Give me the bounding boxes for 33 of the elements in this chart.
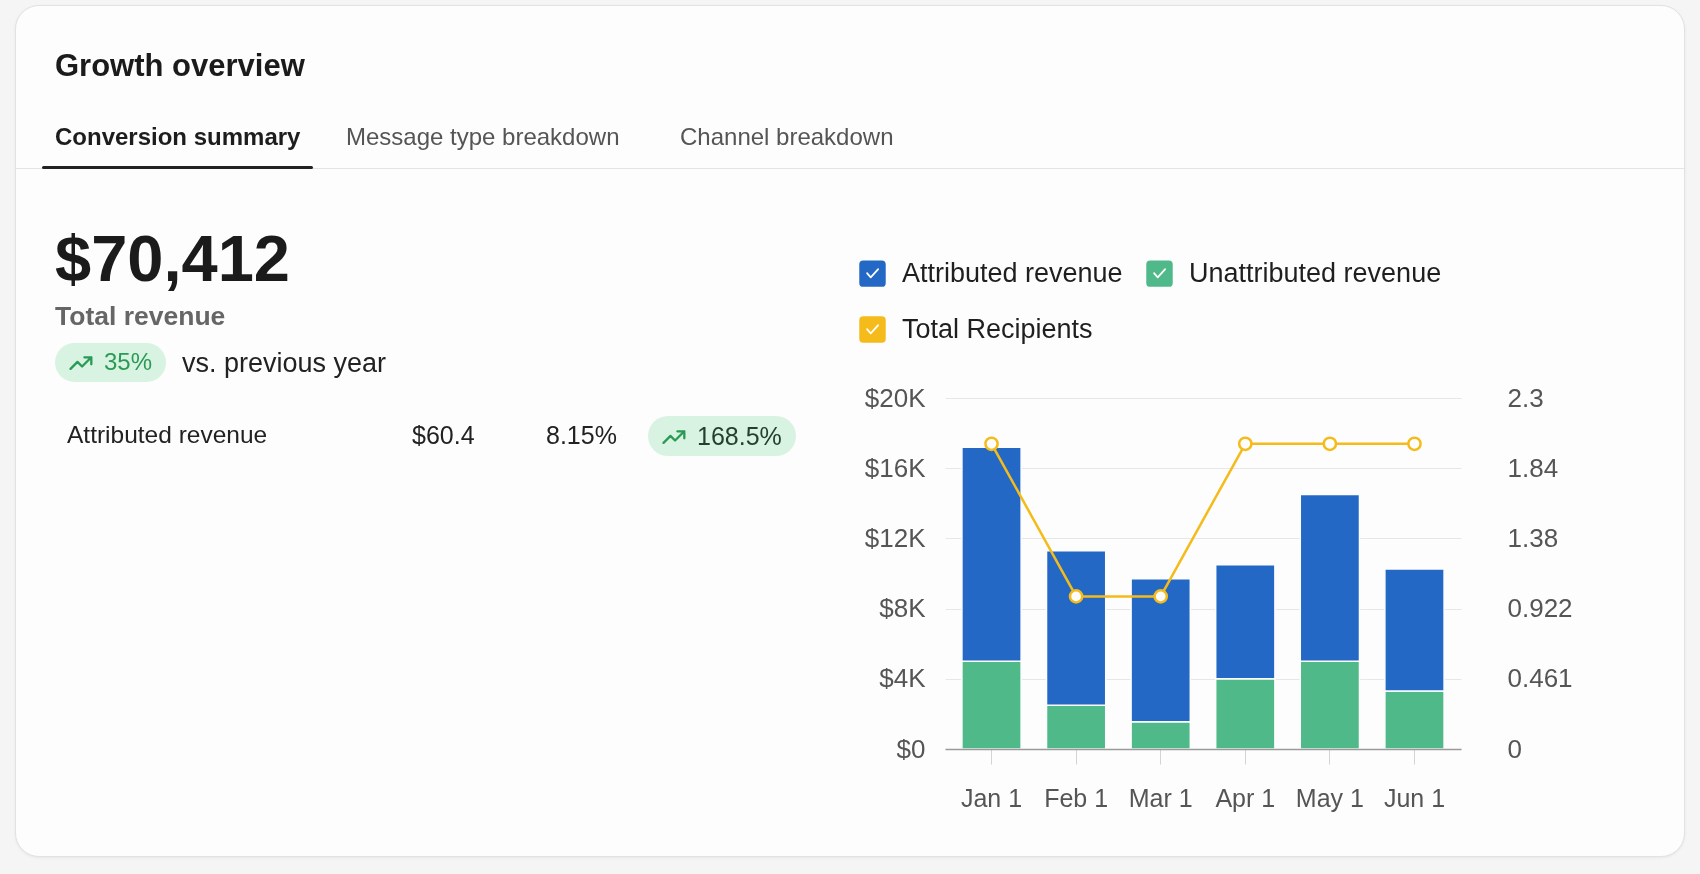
- y-tick-label: $0: [896, 733, 926, 764]
- x-tick-label: Jan 1: [960, 783, 1023, 812]
- y2-tick-label: 1.84: [1507, 452, 1559, 483]
- text: Attributed revenue: [67, 420, 268, 450]
- pill-badge: 35%: [55, 343, 167, 382]
- legend-label: Unattributed revenue: [1189, 257, 1442, 288]
- text: $60.4: [412, 420, 475, 450]
- y2-tick-label: 2.3: [1507, 382, 1544, 413]
- y2-tick-label: 0.461: [1507, 663, 1573, 694]
- text: Total revenue: [55, 301, 226, 333]
- y2-tick-label: 1.38: [1507, 522, 1559, 553]
- y-tick-label: $12K: [864, 522, 927, 553]
- text: $70,412: [55, 221, 290, 297]
- x-tick-label: Apr 1: [1215, 783, 1276, 812]
- text: vs. previous year: [182, 346, 387, 380]
- x-tick-label: Feb 1: [1044, 783, 1109, 812]
- text: Channel breakdown: [680, 122, 894, 152]
- text: 8.15%: [546, 420, 617, 450]
- y-tick-label: $20K: [864, 382, 927, 413]
- x-tick-label: Mar 1: [1128, 783, 1193, 812]
- text: Conversion summary: [55, 122, 301, 152]
- y2-tick-label: 0.922: [1507, 592, 1573, 623]
- text: Growth overview: [55, 47, 305, 85]
- x-tick-label: May 1: [1295, 783, 1364, 812]
- legend-label: Total Recipients: [902, 313, 1093, 344]
- legend-label: Attributed revenue: [902, 257, 1123, 288]
- y-tick-label: $8K: [879, 593, 927, 624]
- y-tick-label: $16K: [864, 452, 927, 483]
- y2-tick-label: 0: [1507, 733, 1522, 764]
- pill-badge: 168.5%: [648, 416, 796, 456]
- y-tick-label: $4K: [879, 663, 927, 694]
- x-tick-label: Jun 1: [1383, 783, 1446, 812]
- text: Message type breakdown: [346, 122, 620, 152]
